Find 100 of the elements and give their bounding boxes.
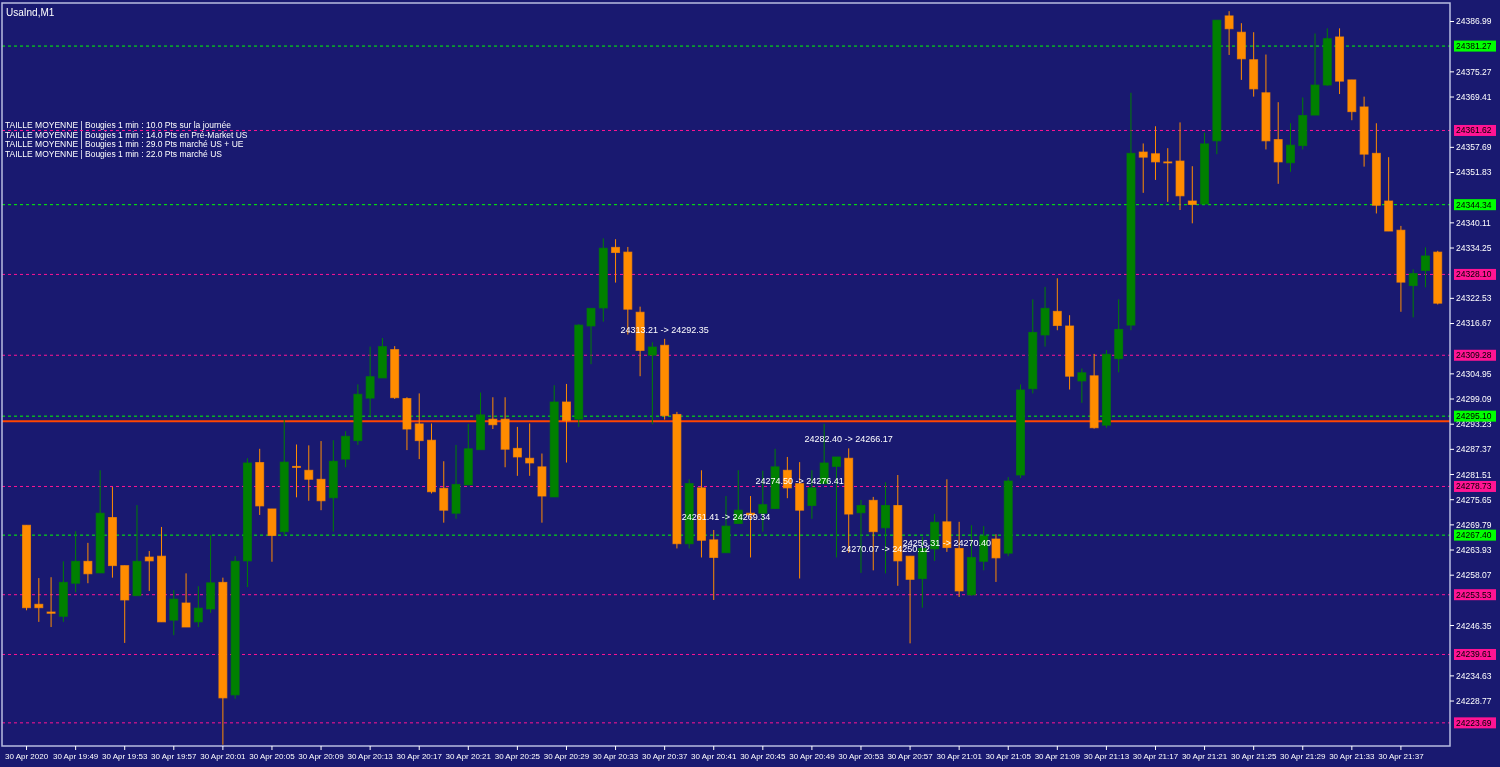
x-tick-label: 30 Apr 21:33 <box>1329 752 1376 761</box>
x-tick-label: 30 Apr 20:45 <box>740 752 787 761</box>
annotation: TAILLE MOYENNE | Bougies 1 min : 10.0 Pts sur la journée <box>5 120 232 130</box>
y-tick-label: 24275.65 <box>1456 494 1492 505</box>
candlestick <box>71 530 81 593</box>
candlestick <box>1273 101 1283 185</box>
candlestick <box>1224 10 1234 56</box>
candlestick <box>488 396 498 430</box>
candlestick <box>561 383 571 464</box>
y-tick-label: 24369.41 <box>1456 91 1492 102</box>
x-tick-label: 30 Apr 19:57 <box>151 752 198 761</box>
ref-line-label: 24295.10 <box>1456 411 1492 422</box>
x-tick-label: 30 Apr 20:25 <box>494 752 541 761</box>
x-tick-label: 30 Apr 21:21 <box>1181 752 1228 761</box>
candlestick <box>341 430 351 468</box>
candlestick <box>316 440 326 511</box>
y-tick-label: 24340.11 <box>1456 217 1492 228</box>
candlestick <box>512 426 522 477</box>
ref-line-label: 24344.34 <box>1456 199 1492 210</box>
ref-line-label: 24253.53 <box>1456 589 1492 600</box>
y-tick-label: 24234.63 <box>1456 670 1492 681</box>
x-tick-label: 30 Apr 20:29 <box>543 752 590 761</box>
candlestick <box>439 460 449 524</box>
candlestick <box>46 576 56 628</box>
x-tick-label: 30 Apr 20:01 <box>200 752 247 761</box>
candlestick <box>611 238 621 284</box>
y-tick-label: 24304.95 <box>1456 368 1492 379</box>
candlestick <box>991 533 1001 583</box>
candlestick <box>1420 246 1430 288</box>
x-tick-label: 30 Apr 21:29 <box>1280 752 1326 761</box>
x-tick-label: 30 Apr 20:33 <box>592 752 639 761</box>
candlestick <box>709 529 719 601</box>
candlestick <box>881 481 891 574</box>
candlestick <box>193 585 203 628</box>
ref-line-label: 24309.28 <box>1456 350 1492 361</box>
x-tick-label: 30 Apr 20:37 <box>641 752 688 761</box>
candlestick <box>365 346 375 416</box>
y-tick-label: 24386.99 <box>1456 16 1492 27</box>
y-tick-label: 24228.77 <box>1456 696 1492 707</box>
y-tick-label: 24281.51 <box>1456 469 1492 480</box>
ref-line-label: 24223.69 <box>1456 717 1492 728</box>
y-tick-label: 24316.67 <box>1456 318 1492 329</box>
annotation: TAILLE MOYENNE | Bougies 1 min : 29.0 Pts marché US + UE <box>5 139 244 149</box>
candlestick <box>905 555 915 644</box>
x-tick-label: 30 Apr 20:17 <box>396 752 443 761</box>
y-tick-label: 24299.09 <box>1456 394 1492 404</box>
x-tick-label: 30 Apr 21:25 <box>1230 752 1277 761</box>
candlestick <box>586 307 596 365</box>
candlestick <box>525 422 535 477</box>
x-tick-label: 30 Apr 20:13 <box>347 752 394 761</box>
x-tick-label: 30 Apr 20:05 <box>249 752 296 761</box>
x-tick-label: 30 Apr 20:21 <box>445 752 492 761</box>
candlestick <box>1187 165 1197 224</box>
x-tick-label: 30 Apr 21:37 <box>1378 752 1425 761</box>
y-tick-label: 24258.07 <box>1456 570 1492 581</box>
ref-line-label: 24267.40 <box>1456 530 1492 541</box>
x-tick-label: 30 Apr 2020 <box>4 752 49 761</box>
candlestick <box>304 444 314 502</box>
x-tick-label: 30 Apr 21:17 <box>1132 752 1179 761</box>
y-tick-label: 24293.23 <box>1456 419 1492 430</box>
candlestick <box>1077 367 1087 404</box>
x-tick-label: 30 Apr 20:09 <box>298 752 345 761</box>
candlestick <box>647 341 657 425</box>
y-tick-label: 24263.93 <box>1456 545 1492 555</box>
candlestick <box>34 577 44 623</box>
candlestick <box>1052 277 1062 331</box>
candlestick <box>83 542 93 584</box>
x-tick-label: 30 Apr 20:53 <box>838 752 885 761</box>
x-tick-label: 30 Apr 20:49 <box>789 752 836 761</box>
y-tick-label: 24334.25 <box>1456 242 1492 253</box>
y-tick-label: 24375.27 <box>1456 66 1492 77</box>
ref-line-label: 24278.73 <box>1456 481 1492 492</box>
candlestick <box>169 589 179 636</box>
candlestick <box>1285 122 1295 173</box>
x-tick-label: 30 Apr 21:13 <box>1083 752 1130 761</box>
x-tick-label: 30 Apr 21:09 <box>1034 752 1081 761</box>
y-tick-label: 24246.35 <box>1456 620 1492 631</box>
annotation: 24282.40 -> 24266.17 <box>804 434 893 445</box>
ref-line-label: 24239.61 <box>1456 649 1492 660</box>
x-tick-label: 30 Apr 21:05 <box>985 752 1032 761</box>
x-tick-label: 30 Apr 21:01 <box>936 752 983 761</box>
ref-line-label: 24381.27 <box>1456 41 1492 52</box>
candlestick <box>414 392 424 460</box>
annotation: TAILLE MOYENNE | Bougies 1 min : 22.0 Pts marché US <box>5 148 223 159</box>
annotation: TAILLE MOYENNE | Bougies 1 min : 14.0 Pts en Pré-Market US <box>5 129 248 140</box>
y-tick-label: 24357.69 <box>1456 142 1492 153</box>
candlestick <box>1163 147 1173 203</box>
candlestick <box>1408 268 1418 318</box>
y-tick-label: 24322.53 <box>1456 293 1492 304</box>
y-tick-label: 24351.83 <box>1456 167 1492 178</box>
candlestick <box>144 550 154 592</box>
x-tick-label: 30 Apr 20:41 <box>691 752 737 761</box>
x-tick-label: 30 Apr 19:53 <box>102 752 148 761</box>
ref-line-label: 24328.10 <box>1456 269 1492 280</box>
y-tick-label: 24287.37 <box>1456 444 1492 455</box>
x-tick-label: 30 Apr 19:49 <box>52 752 99 761</box>
candlestick <box>1151 125 1160 181</box>
candlestick <box>292 444 301 498</box>
y-tick-label: 24269.79 <box>1456 519 1492 530</box>
chart-title: UsaInd,M1 <box>6 7 55 18</box>
